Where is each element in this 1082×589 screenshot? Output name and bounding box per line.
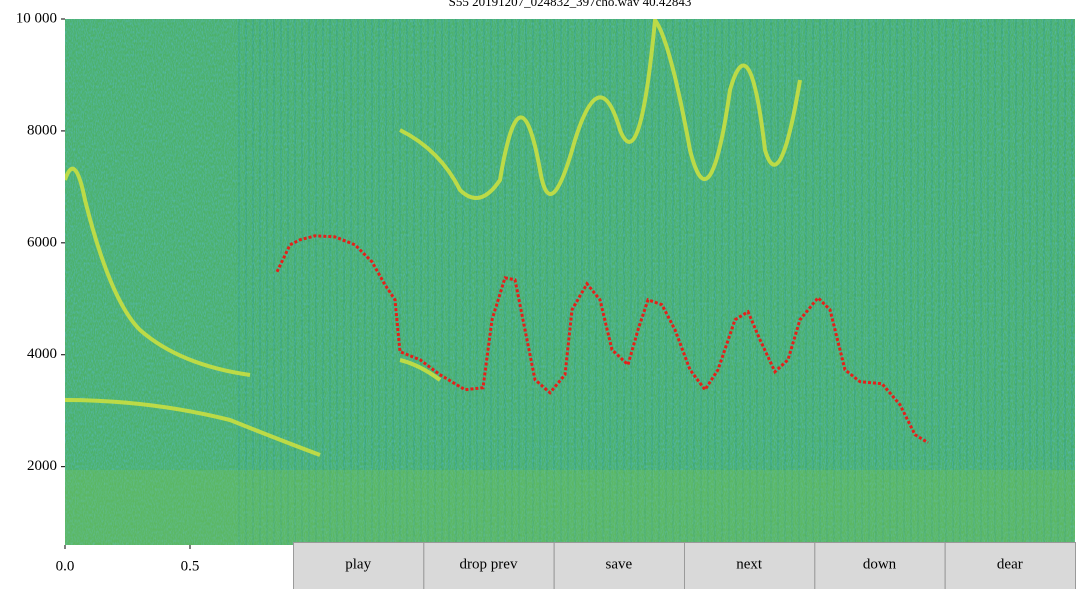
button-label[interactable]: save — [606, 556, 633, 572]
y-tick-label: 8000 — [27, 122, 57, 138]
x-tick-label: 0.0 — [56, 558, 75, 574]
x-tick-label: 0.5 — [181, 558, 200, 574]
trace — [275, 234, 929, 444]
button-label[interactable]: play — [345, 556, 371, 572]
button-label[interactable]: dear — [997, 556, 1023, 572]
y-tick-label: 6000 — [27, 234, 57, 250]
button-label[interactable]: down — [863, 556, 897, 572]
title: S55 20191207_024832_397cho.wav 40.42843 — [449, 0, 692, 9]
button[interactable] — [814, 542, 946, 589]
y-tick-label: 4000 — [27, 346, 57, 362]
pitch-trace — [275, 234, 929, 444]
button[interactable] — [553, 542, 686, 589]
button-bar: play drop prev save next down dear — [293, 542, 1077, 589]
button[interactable] — [944, 542, 1077, 589]
y-tick-label: 2000 — [27, 458, 57, 474]
button-label[interactable]: next — [736, 556, 763, 572]
spectrogram — [65, 19, 1075, 545]
button-label[interactable]: drop prev — [460, 556, 518, 572]
y-tick-label: 10 000 — [16, 10, 57, 26]
